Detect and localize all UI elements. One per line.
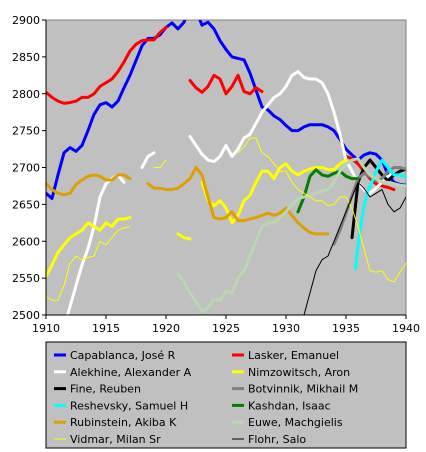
x-tick-label: 1910	[32, 322, 60, 335]
plot-area	[45, 19, 407, 316]
legend-label: Rubinstein, Akiba K	[70, 416, 177, 429]
series-line-euwe-machgielis	[176, 157, 406, 313]
series-line-vidmar-milan-sr	[237, 137, 406, 283]
x-tick-label: 1935	[332, 322, 360, 335]
y-tick-label: 2600	[12, 235, 40, 248]
series-line-flohr-salo	[303, 181, 406, 315]
series-line-nimzowitsch-aron	[46, 216, 132, 279]
y-tick-label: 2800	[12, 88, 40, 101]
legend-label: Vidmar, Milan Sr	[70, 433, 161, 446]
x-tick-label: 1930	[272, 322, 300, 335]
series-line-rubinstein-akiba-k	[146, 166, 330, 236]
x-tick-label: 1915	[92, 322, 120, 335]
y-tick-label: 2550	[12, 272, 40, 285]
x-tick-label: 1920	[152, 322, 180, 335]
y-tick-label: 2500	[12, 309, 40, 322]
series-line-alekhine-alexander-a	[140, 151, 156, 169]
legend: Capablanca, José R Lasker, Emanuel Alekhin…	[45, 341, 407, 449]
y-tick-label: 2650	[12, 198, 40, 211]
legend-label: Euwe, Machgielis	[248, 416, 343, 429]
legend-label: Reshevsky, Samuel H	[70, 399, 188, 412]
legend-box	[45, 341, 407, 449]
y-tick-label: 2900	[12, 14, 40, 27]
series-line-kashdan-isaac	[296, 168, 360, 214]
series-line-vidmar-milan-sr	[46, 226, 131, 301]
legend-label: Botvinnik, Mikhail M	[248, 383, 358, 396]
series-line-rubinstein-akiba-k	[46, 173, 132, 197]
legend-label: Nimzowitsch, Aron	[248, 366, 350, 379]
series-line-nimzowitsch-aron	[200, 158, 348, 225]
legend-label: Fine, Reuben	[70, 383, 141, 396]
x-tick-label: 1940	[392, 322, 420, 335]
legend-label: Flohr, Salo	[248, 433, 306, 446]
y-tick-label: 2700	[12, 162, 40, 175]
series-line-lasker-emanuel	[188, 73, 264, 96]
x-tick-label: 1925	[212, 322, 240, 335]
legend-label: Alekhine, Alexander A	[70, 366, 192, 379]
series-line-lasker-emanuel	[46, 25, 168, 105]
legend-label: Capablanca, José R	[70, 349, 176, 362]
y-tick-label: 2850	[12, 51, 40, 64]
series-line-reshevsky-samuel-h	[354, 158, 406, 270]
series-line-vidmar-milan-sr	[153, 159, 167, 168]
y-tick-label: 2750	[12, 125, 40, 138]
legend-label: Lasker, Emanuel	[248, 349, 339, 362]
series-line-nimzowitsch-aron	[176, 232, 192, 241]
series-line-capablanca-jose-r	[46, 20, 406, 200]
legend-label: Kashdan, Isaac	[248, 399, 331, 412]
